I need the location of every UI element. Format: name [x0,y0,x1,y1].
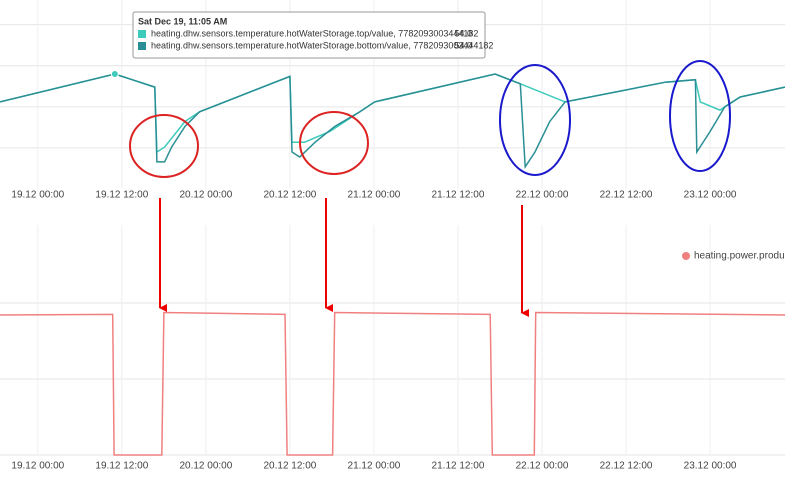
series-line [0,311,785,456]
tooltip-value: 54.0 [454,40,472,50]
x-tick-label: 21.12 00:00 [348,190,401,201]
x-tick-label: 19.12 00:00 [11,190,64,201]
series-line [0,73,785,154]
legend-label: heating.power.produc... [694,251,785,262]
annotations [129,60,731,317]
x-tick-label: 21.12 12:00 [432,190,485,201]
tooltip-title: Sat Dec 19, 11:05 AM [138,16,227,26]
x-tick-label: 20.12 12:00 [263,190,316,201]
x-tick-label: 20.12 00:00 [179,190,232,201]
x-tick-label: 19.12 12:00 [95,190,148,201]
x-tick-label: 19.12 00:00 [11,461,64,472]
x-tick-label: 21.12 12:00 [432,461,485,472]
tooltip: Sat Dec 19, 11:05 AM heating.dhw.sensors… [132,11,493,59]
hover-point [110,69,119,78]
x-tick-label: 20.12 00:00 [179,461,232,472]
ellipse [499,64,571,176]
tooltip-box [132,11,486,59]
circle [129,114,199,178]
x-tick-label: 22.12 00:00 [516,190,569,201]
series-line [0,73,785,170]
tooltip-label: heating.dhw.sensors.temperature.hotWater… [151,40,493,50]
circle [299,111,369,175]
x-tick-label: 21.12 00:00 [348,461,401,472]
tooltip-swatch [138,30,146,38]
legend-swatch [682,252,690,260]
x-tick-label: 22.12 12:00 [600,461,653,472]
ellipse [669,60,731,172]
x-tick-label: 20.12 12:00 [263,461,316,472]
x-tick-label: 23.12 00:00 [684,461,737,472]
tooltip-swatch [138,42,146,50]
x-tick-label: 19.12 12:00 [95,461,148,472]
x-tick-label: 22.12 12:00 [600,190,653,201]
tooltip-value: 54.0 [454,28,472,38]
x-tick-label: 23.12 00:00 [684,190,737,201]
tooltip-label: heating.dhw.sensors.temperature.hotWater… [151,28,478,38]
x-tick-label: 22.12 00:00 [516,461,569,472]
